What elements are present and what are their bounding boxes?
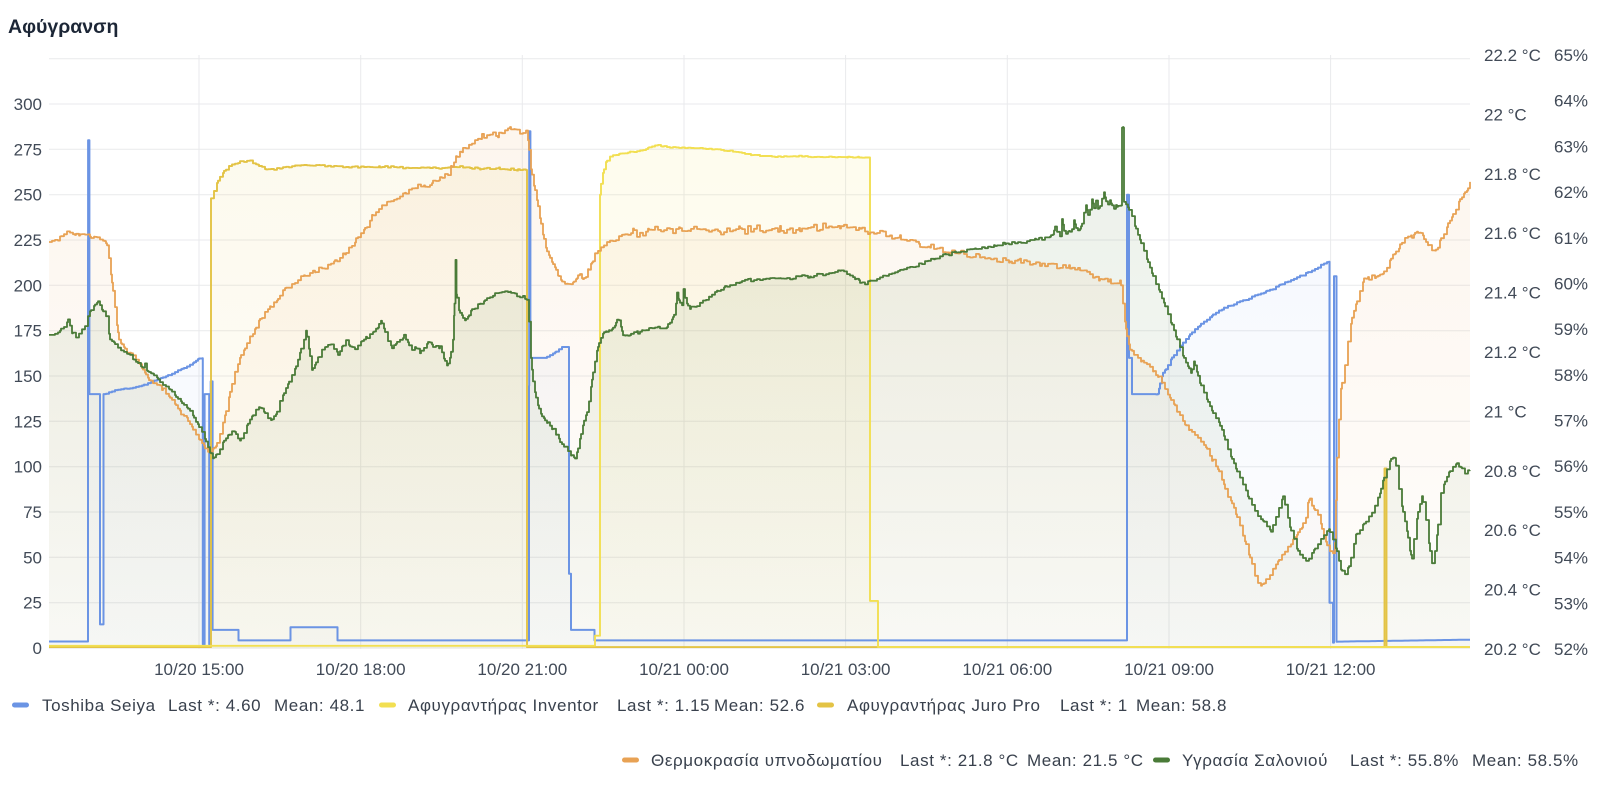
svg-text:Toshiba Seiya: Toshiba Seiya <box>42 696 156 715</box>
svg-text:10/21 00:00: 10/21 00:00 <box>639 660 729 679</box>
svg-text:Mean: 58.8: Mean: 58.8 <box>1136 696 1227 715</box>
svg-text:20.4 °C: 20.4 °C <box>1484 581 1541 600</box>
svg-text:10/20 15:00: 10/20 15:00 <box>154 660 244 679</box>
svg-text:Αφύγρανση: Αφύγρανση <box>8 16 118 38</box>
svg-text:50: 50 <box>23 548 42 567</box>
svg-text:20.2 °C: 20.2 °C <box>1484 640 1541 659</box>
svg-text:21 °C: 21 °C <box>1484 402 1527 421</box>
svg-text:10/20 18:00: 10/20 18:00 <box>316 660 406 679</box>
svg-text:10/20 21:00: 10/20 21:00 <box>477 660 567 679</box>
svg-text:Last *: 21.8 °C: Last *: 21.8 °C <box>900 751 1019 770</box>
svg-text:Mean: 48.1: Mean: 48.1 <box>274 696 365 715</box>
svg-text:57%: 57% <box>1554 412 1588 431</box>
svg-text:10/21 03:00: 10/21 03:00 <box>801 660 891 679</box>
svg-text:21.2 °C: 21.2 °C <box>1484 343 1541 362</box>
svg-text:54%: 54% <box>1554 549 1588 568</box>
svg-text:Mean: 58.5%: Mean: 58.5% <box>1472 751 1579 770</box>
svg-text:21.4 °C: 21.4 °C <box>1484 284 1541 303</box>
svg-text:100: 100 <box>14 458 42 477</box>
svg-text:53%: 53% <box>1554 594 1588 613</box>
svg-text:0: 0 <box>33 639 42 658</box>
svg-text:150: 150 <box>14 367 42 386</box>
svg-text:56%: 56% <box>1554 457 1588 476</box>
svg-text:65%: 65% <box>1554 46 1588 65</box>
svg-text:200: 200 <box>14 276 42 295</box>
svg-text:Αφυγραντήρας Inventor: Αφυγραντήρας Inventor <box>408 696 599 715</box>
svg-text:21.6 °C: 21.6 °C <box>1484 224 1541 243</box>
svg-text:275: 275 <box>14 140 42 159</box>
svg-text:22 °C: 22 °C <box>1484 105 1527 124</box>
svg-text:Last *: 55.8%: Last *: 55.8% <box>1350 751 1459 770</box>
svg-text:175: 175 <box>14 322 42 341</box>
svg-text:21.8 °C: 21.8 °C <box>1484 165 1541 184</box>
svg-text:Last *: 1: Last *: 1 <box>1060 696 1128 715</box>
svg-text:250: 250 <box>14 186 42 205</box>
svg-text:Last *: 1.15: Last *: 1.15 <box>617 696 710 715</box>
svg-text:20.6 °C: 20.6 °C <box>1484 521 1541 540</box>
svg-text:52%: 52% <box>1554 640 1588 659</box>
svg-text:Mean: 21.5 °C: Mean: 21.5 °C <box>1027 751 1144 770</box>
svg-text:10/21 12:00: 10/21 12:00 <box>1286 660 1376 679</box>
svg-text:125: 125 <box>14 412 42 431</box>
svg-text:62%: 62% <box>1554 183 1588 202</box>
svg-text:58%: 58% <box>1554 366 1588 385</box>
svg-text:Υγρασία Σαλονιού: Υγρασία Σαλονιού <box>1182 751 1328 770</box>
svg-text:55%: 55% <box>1554 503 1588 522</box>
svg-text:10/21 06:00: 10/21 06:00 <box>962 660 1052 679</box>
svg-text:Αφυγραντήρας Juro Pro: Αφυγραντήρας Juro Pro <box>847 696 1041 715</box>
svg-text:25: 25 <box>23 594 42 613</box>
svg-text:225: 225 <box>14 231 42 250</box>
svg-text:22.2 °C: 22.2 °C <box>1484 46 1541 65</box>
svg-text:10/21 09:00: 10/21 09:00 <box>1124 660 1214 679</box>
svg-text:64%: 64% <box>1554 92 1588 111</box>
svg-text:60%: 60% <box>1554 275 1588 294</box>
svg-text:Last *: 4.60: Last *: 4.60 <box>168 696 261 715</box>
svg-text:75: 75 <box>23 503 42 522</box>
svg-text:59%: 59% <box>1554 320 1588 339</box>
svg-text:Θερμοκρασία υπνοδωματίου: Θερμοκρασία υπνοδωματίου <box>651 751 883 770</box>
svg-text:61%: 61% <box>1554 229 1588 248</box>
svg-text:63%: 63% <box>1554 137 1588 156</box>
svg-text:Mean: 52.6: Mean: 52.6 <box>714 696 805 715</box>
svg-text:300: 300 <box>14 95 42 114</box>
svg-text:20.8 °C: 20.8 °C <box>1484 462 1541 481</box>
